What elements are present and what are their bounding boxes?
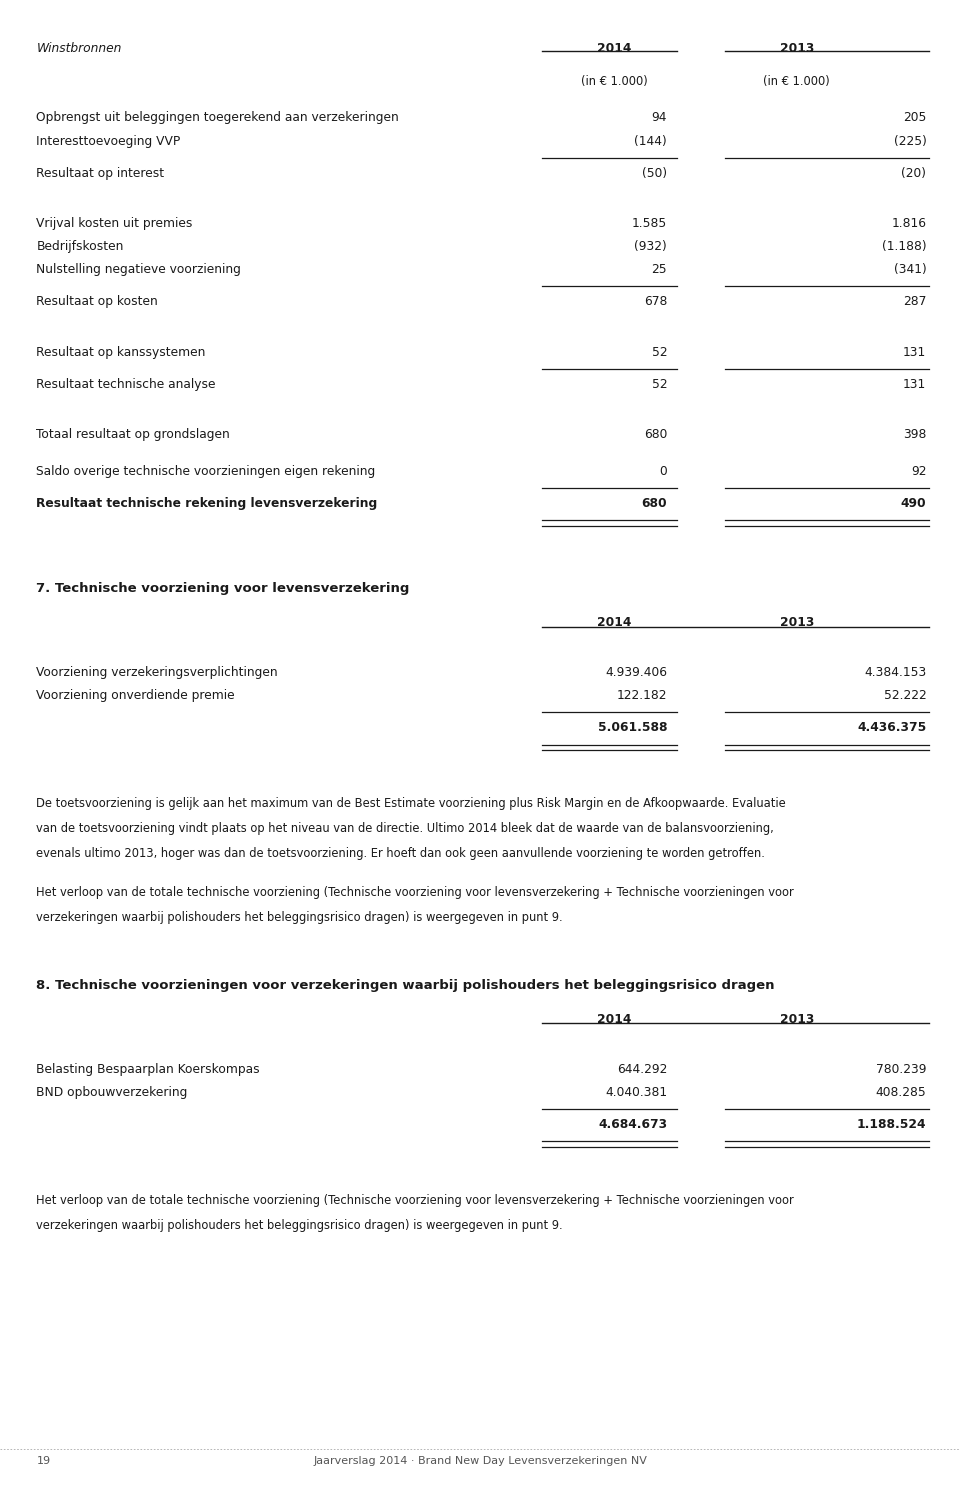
Text: 19: 19 bbox=[36, 1456, 51, 1467]
Text: 94: 94 bbox=[652, 111, 667, 124]
Text: Resultaat op interest: Resultaat op interest bbox=[36, 166, 164, 180]
Text: 680: 680 bbox=[644, 428, 667, 440]
Text: (225): (225) bbox=[894, 135, 926, 147]
Text: Opbrengst uit beleggingen toegerekend aan verzekeringen: Opbrengst uit beleggingen toegerekend aa… bbox=[36, 111, 399, 124]
Text: 7. Technische voorziening voor levensverzekering: 7. Technische voorziening voor levensver… bbox=[36, 583, 410, 595]
Text: 2014: 2014 bbox=[597, 1013, 632, 1026]
Text: Voorziening onverdiende premie: Voorziening onverdiende premie bbox=[36, 689, 235, 703]
Text: 131: 131 bbox=[903, 377, 926, 391]
Text: (932): (932) bbox=[635, 240, 667, 253]
Text: 680: 680 bbox=[641, 497, 667, 509]
Text: BND opbouwverzekering: BND opbouwverzekering bbox=[36, 1086, 188, 1100]
Text: Bedrijfskosten: Bedrijfskosten bbox=[36, 240, 124, 253]
Text: (1.188): (1.188) bbox=[882, 240, 926, 253]
Text: 25: 25 bbox=[652, 264, 667, 276]
Text: 4.684.673: 4.684.673 bbox=[598, 1118, 667, 1131]
Text: Voorziening verzekeringsverplichtingen: Voorziening verzekeringsverplichtingen bbox=[36, 667, 278, 679]
Text: 5.061.588: 5.061.588 bbox=[598, 722, 667, 734]
Text: 92: 92 bbox=[911, 464, 926, 478]
Text: 205: 205 bbox=[903, 111, 926, 124]
Text: 1.585: 1.585 bbox=[632, 217, 667, 229]
Text: Saldo overige technische voorzieningen eigen rekening: Saldo overige technische voorzieningen e… bbox=[36, 464, 375, 478]
Text: De toetsvoorziening is gelijk aan het maximum van de Best Estimate voorziening p: De toetsvoorziening is gelijk aan het ma… bbox=[36, 797, 786, 810]
Text: 52: 52 bbox=[652, 377, 667, 391]
Text: Belasting Bespaarplan Koerskompas: Belasting Bespaarplan Koerskompas bbox=[36, 1064, 260, 1076]
Text: 2013: 2013 bbox=[780, 42, 814, 55]
Text: 644.292: 644.292 bbox=[617, 1064, 667, 1076]
Text: 0: 0 bbox=[660, 464, 667, 478]
Text: 8. Technische voorzieningen voor verzekeringen waarbij polishouders het beleggin: 8. Technische voorzieningen voor verzeke… bbox=[36, 980, 775, 992]
Text: 2013: 2013 bbox=[780, 1013, 814, 1026]
Text: Resultaat op kosten: Resultaat op kosten bbox=[36, 295, 158, 309]
Text: 408.285: 408.285 bbox=[876, 1086, 926, 1100]
Text: Resultaat technische rekening levensverzekering: Resultaat technische rekening levensverz… bbox=[36, 497, 377, 509]
Text: 4.939.406: 4.939.406 bbox=[605, 667, 667, 679]
Text: Vrijval kosten uit premies: Vrijval kosten uit premies bbox=[36, 217, 193, 229]
Text: Resultaat technische analyse: Resultaat technische analyse bbox=[36, 377, 216, 391]
Text: 122.182: 122.182 bbox=[616, 689, 667, 703]
Text: 1.816: 1.816 bbox=[892, 217, 926, 229]
Text: (in € 1.000): (in € 1.000) bbox=[581, 75, 648, 88]
Text: 4.384.153: 4.384.153 bbox=[864, 667, 926, 679]
Text: Winstbronnen: Winstbronnen bbox=[36, 42, 122, 55]
Text: evenals ultimo 2013, hoger was dan de toetsvoorziening. Er hoeft dan ook geen aa: evenals ultimo 2013, hoger was dan de to… bbox=[36, 848, 765, 860]
Text: Nulstelling negatieve voorziening: Nulstelling negatieve voorziening bbox=[36, 264, 241, 276]
Text: verzekeringen waarbij polishouders het beleggingsrisico dragen) is weergegeven i: verzekeringen waarbij polishouders het b… bbox=[36, 911, 564, 924]
Text: Interesttoevoeging VVP: Interesttoevoeging VVP bbox=[36, 135, 180, 147]
Text: 678: 678 bbox=[644, 295, 667, 309]
Text: 490: 490 bbox=[900, 497, 926, 509]
Text: Het verloop van de totale technische voorziening (Technische voorziening voor le: Het verloop van de totale technische voo… bbox=[36, 1194, 794, 1207]
Text: 52: 52 bbox=[652, 346, 667, 358]
Text: (144): (144) bbox=[635, 135, 667, 147]
Text: (20): (20) bbox=[901, 166, 926, 180]
Text: 2014: 2014 bbox=[597, 616, 632, 629]
Text: Het verloop van de totale technische voorziening (Technische voorziening voor le: Het verloop van de totale technische voo… bbox=[36, 885, 794, 899]
Text: (341): (341) bbox=[894, 264, 926, 276]
Text: (in € 1.000): (in € 1.000) bbox=[763, 75, 830, 88]
Text: Jaarverslag 2014 · Brand New Day Levensverzekeringen NV: Jaarverslag 2014 · Brand New Day Levensv… bbox=[313, 1456, 647, 1467]
Text: Totaal resultaat op grondslagen: Totaal resultaat op grondslagen bbox=[36, 428, 230, 440]
Text: 2014: 2014 bbox=[597, 42, 632, 55]
Text: Resultaat op kanssystemen: Resultaat op kanssystemen bbox=[36, 346, 205, 358]
Text: 780.239: 780.239 bbox=[876, 1064, 926, 1076]
Text: verzekeringen waarbij polishouders het beleggingsrisico dragen) is weergegeven i: verzekeringen waarbij polishouders het b… bbox=[36, 1219, 564, 1231]
Text: 4.436.375: 4.436.375 bbox=[857, 722, 926, 734]
Text: 2013: 2013 bbox=[780, 616, 814, 629]
Text: 52.222: 52.222 bbox=[883, 689, 926, 703]
Text: 131: 131 bbox=[903, 346, 926, 358]
Text: 1.188.524: 1.188.524 bbox=[857, 1118, 926, 1131]
Text: 398: 398 bbox=[903, 428, 926, 440]
Text: van de toetsvoorziening vindt plaats op het niveau van de directie. Ultimo 2014 : van de toetsvoorziening vindt plaats op … bbox=[36, 822, 774, 836]
Text: 287: 287 bbox=[903, 295, 926, 309]
Text: (50): (50) bbox=[642, 166, 667, 180]
Text: 4.040.381: 4.040.381 bbox=[605, 1086, 667, 1100]
